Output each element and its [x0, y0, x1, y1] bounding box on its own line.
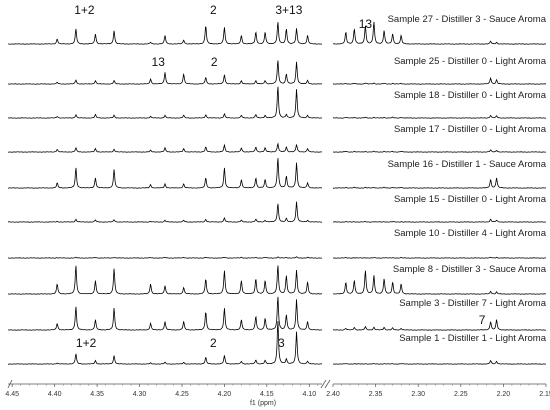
spectra-group [7, 21, 547, 365]
peak-annotation: 13 [359, 17, 373, 31]
tick-label-right: 2.30 [411, 391, 425, 398]
sample-label: Sample 27 - Distiller 3 - Sauce Aroma [388, 14, 547, 25]
sample-label: Sample 18 - Distiller 0 - Light Aroma [394, 90, 547, 101]
series-line-right [332, 177, 547, 189]
series-line-left [7, 256, 323, 259]
sample-label: Sample 25 - Distiller 0 - Light Aroma [394, 56, 547, 67]
series-2 [7, 60, 547, 85]
series-3 [7, 86, 547, 119]
tick-label-left: 4.15 [260, 391, 274, 398]
series-10 [7, 321, 547, 365]
series-line-left [7, 142, 323, 153]
tick-label-right: 2.15 [539, 391, 550, 398]
tick-label-right: 2.25 [454, 391, 468, 398]
series-line-left [7, 201, 323, 223]
peak-annotation: 3 [278, 336, 285, 350]
x-axis-label: f1 (ppm) [250, 400, 276, 407]
peak-annotation: 7 [479, 313, 486, 327]
series-line-right [332, 149, 547, 153]
series-line-right [332, 256, 547, 259]
sample-label: Sample 16 - Distiller 1 - Sauce Aroma [388, 159, 547, 170]
sample-label: Sample 15 - Distiller 0 - Light Aroma [394, 194, 547, 205]
series-7 [7, 256, 547, 259]
peak-annotation: 3+13 [275, 3, 302, 17]
series-line-right [332, 114, 547, 119]
sample-label: Sample 3 - Distiller 7 - Light Aroma [399, 298, 546, 309]
series-line-right [332, 270, 547, 295]
peak-annotation: 2 [211, 55, 218, 69]
tick-label-left: 4.40 [48, 391, 62, 398]
series-4 [7, 142, 547, 153]
sample-label: Sample 17 - Distiller 0 - Light Aroma [394, 124, 547, 135]
axis-break-marks [7, 379, 331, 389]
series-6 [7, 201, 546, 223]
tick-label-left: 4.30 [133, 391, 147, 398]
sample-labels-group: Sample 27 - Distiller 3 - Sauce Aroma Sam… [388, 14, 547, 344]
tick-label-left: 4.10 [302, 391, 316, 398]
tick-group: 4.45 4.40 4.35 4.30 4.25 4.20 4.15 4.10 2.40 2.35… [5, 384, 550, 398]
tick-label-left: 4.20 [218, 391, 232, 398]
tick-label-left: 4.45 [5, 391, 19, 398]
series-8 [7, 265, 547, 295]
x-axis: 4.45 4.40 4.35 4.30 4.25 4.20 4.15 4.10 2.40 2.35… [5, 379, 550, 407]
series-line-left [7, 265, 323, 295]
series-line-left [7, 321, 323, 365]
series-line-right [332, 359, 547, 365]
tick-label-left: 4.25 [175, 391, 189, 398]
sample-label: Sample 10 - Distiller 4 - Light Aroma [394, 228, 547, 239]
peak-annotation: 1+2 [76, 336, 97, 350]
peak-annotation: 1+2 [74, 3, 95, 17]
series-line-left [7, 86, 323, 119]
series-9 [7, 296, 547, 331]
series-line-left [7, 158, 323, 189]
series-5 [7, 158, 547, 189]
series-line-left [7, 296, 323, 331]
tick-label-right: 2.35 [369, 391, 383, 398]
series-line-left [7, 60, 323, 85]
peak-annotations-group: 1+2 2 3+13 13 13 2 7 1+2 2 3 [74, 3, 486, 350]
sample-label: Sample 1 - Distiller 1 - Light Aroma [399, 333, 546, 344]
tick-label-right: 2.40 [326, 391, 340, 398]
series-line-right [332, 21, 547, 45]
series-line-right [332, 218, 546, 223]
series-1 [8, 21, 547, 45]
series-line-right [332, 319, 547, 331]
tick-label-right: 2.20 [497, 391, 511, 398]
series-line-right [332, 76, 547, 85]
peak-annotation: 2 [210, 336, 217, 350]
series-line-left [8, 22, 323, 45]
tick-label-left: 4.35 [90, 391, 104, 398]
sample-label: Sample 8 - Distiller 3 - Sauce Aroma [393, 264, 547, 275]
peak-annotation: 13 [152, 55, 166, 69]
peak-annotation: 2 [210, 3, 217, 17]
